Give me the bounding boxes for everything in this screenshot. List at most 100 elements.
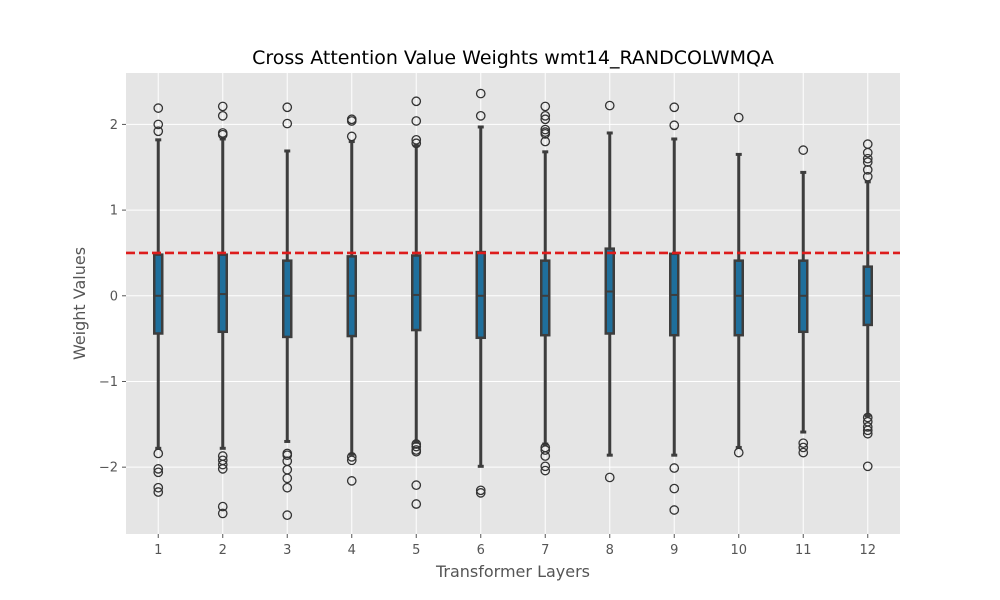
outlier-point xyxy=(669,120,680,131)
outlier-point xyxy=(798,447,809,458)
outlier-point xyxy=(669,463,680,473)
outlier-point xyxy=(217,129,228,140)
outlier-point xyxy=(669,483,680,494)
outlier-point xyxy=(411,116,422,126)
outlier-point xyxy=(153,467,164,478)
box-layer-5 xyxy=(411,96,422,509)
x-tick-label: 10 xyxy=(730,543,747,558)
outlier-point xyxy=(217,464,228,474)
plot-area-background xyxy=(126,73,900,534)
x-tick-label: 12 xyxy=(859,543,876,558)
outlier-point xyxy=(540,128,551,139)
outlier-point xyxy=(798,442,809,453)
outlier-point xyxy=(540,445,551,455)
outlier-point xyxy=(862,461,873,472)
outlier-point xyxy=(798,145,809,155)
iqr-box xyxy=(153,253,164,335)
outlier-point xyxy=(475,88,486,99)
outlier-point xyxy=(540,465,551,476)
outlier-point xyxy=(153,448,164,459)
outlier-point xyxy=(217,501,228,512)
box-layer-10 xyxy=(733,112,744,458)
outlier-point xyxy=(862,147,873,158)
outlier-point xyxy=(540,461,551,472)
x-axis-label: Transformer Layers xyxy=(435,562,590,581)
x-tick-label: 9 xyxy=(670,543,678,558)
x-axis-ticks: 1 2 3 4 5 6 7 8 9 10 11 12 xyxy=(154,534,876,558)
outlier-point xyxy=(411,138,422,149)
outlier-point xyxy=(411,96,422,107)
y-tick-label: 1 xyxy=(110,204,118,219)
x-tick-label: 3 xyxy=(283,543,291,558)
box-layer-11 xyxy=(798,145,809,458)
outlier-point xyxy=(217,508,228,519)
x-tick-label: 2 xyxy=(219,543,227,558)
x-tick-label: 11 xyxy=(795,543,812,558)
outlier-point xyxy=(862,157,873,167)
outlier-point xyxy=(862,428,873,439)
y-tick-label: 0 xyxy=(110,289,118,304)
outlier-point xyxy=(282,510,293,520)
outlier-point xyxy=(346,131,357,142)
outlier-point xyxy=(153,482,164,493)
outlier-point xyxy=(346,116,357,126)
outlier-point xyxy=(669,102,680,113)
outlier-point xyxy=(540,451,551,461)
outlier-point xyxy=(862,153,873,164)
outlier-point xyxy=(282,450,293,461)
outlier-point xyxy=(540,110,551,121)
outlier-point xyxy=(604,100,615,111)
outlier-point xyxy=(669,505,680,515)
outlier-point xyxy=(862,171,873,182)
y-axis-label: Weight Values xyxy=(70,247,89,360)
box-layer-2 xyxy=(217,101,228,519)
box-layer-8 xyxy=(604,100,615,483)
outlier-point xyxy=(540,124,551,135)
x-tick-label: 4 xyxy=(348,543,356,558)
box-series xyxy=(153,88,873,520)
x-tick-label: 1 xyxy=(154,543,162,558)
outlier-point xyxy=(217,110,228,121)
outlier-point xyxy=(346,476,357,486)
iqr-box xyxy=(282,259,293,339)
box-layer-7 xyxy=(540,101,551,476)
outlier-point xyxy=(411,441,422,452)
outlier-point xyxy=(862,164,873,175)
outlier-point xyxy=(733,112,744,123)
outlier-point xyxy=(153,126,164,137)
outlier-point xyxy=(475,488,486,498)
outlier-point xyxy=(217,101,228,112)
outlier-point xyxy=(153,487,164,497)
outlier-point xyxy=(540,114,551,125)
outlier-point xyxy=(153,464,164,474)
outlier-point xyxy=(282,473,293,484)
outlier-point xyxy=(411,480,422,491)
outlier-point xyxy=(282,118,293,129)
outlier-point xyxy=(346,455,357,466)
outlier-point xyxy=(798,438,809,449)
outlier-point xyxy=(733,447,744,458)
outlier-point xyxy=(282,482,293,493)
outlier-point xyxy=(411,446,422,457)
iqr-box xyxy=(411,254,422,332)
x-tick-label: 6 xyxy=(477,543,485,558)
outlier-point xyxy=(862,412,873,423)
box-layer-4 xyxy=(346,114,357,486)
outlier-point xyxy=(282,102,293,113)
outlier-point xyxy=(411,439,422,449)
outlier-point xyxy=(217,459,228,470)
outlier-point xyxy=(153,119,164,130)
outlier-point xyxy=(862,422,873,432)
box-layer-3 xyxy=(282,102,293,520)
outlier-point xyxy=(411,499,422,509)
chart-title: Cross Attention Value Weights wmt14_RAND… xyxy=(252,47,774,69)
y-tick-label: −1 xyxy=(99,375,118,390)
outlier-point xyxy=(540,136,551,147)
outlier-point xyxy=(475,110,486,121)
y-tick-label: 2 xyxy=(110,118,118,133)
outlier-point xyxy=(475,485,486,496)
iqr-box xyxy=(540,259,551,337)
box-layer-1 xyxy=(153,103,164,497)
outlier-point xyxy=(862,425,873,436)
